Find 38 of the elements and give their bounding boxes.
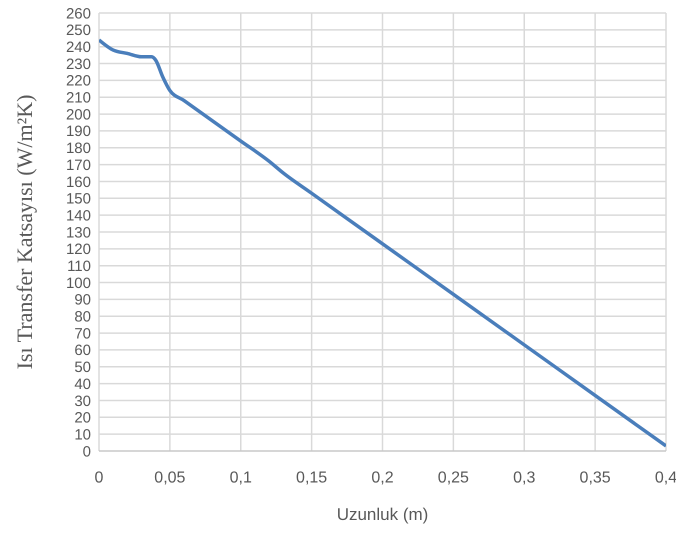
y-tick-label: 110 [67, 258, 91, 276]
y-tick-label: 70 [74, 325, 91, 342]
x-tick-label: 0,1 [230, 469, 252, 486]
y-tick-label: 80 [74, 308, 91, 326]
y-tick-label: 220 [66, 72, 91, 90]
y-tick-label: 60 [74, 342, 91, 360]
y-tick-label: 130 [66, 224, 91, 242]
x-tick-label: 0,35 [580, 469, 611, 486]
x-tick-label: 0,05 [154, 469, 186, 486]
y-tick-label: 50 [74, 359, 91, 376]
x-tick-label: 0,2 [371, 469, 394, 486]
x-tick-label: 0,15 [296, 469, 328, 486]
x-tick-label: 0,3 [513, 469, 536, 486]
y-tick-label: 100 [66, 274, 91, 292]
y-tick-label: 160 [66, 174, 91, 191]
x-tick-label: 0,25 [438, 469, 470, 486]
y-tick-label: 90 [74, 292, 91, 309]
y-tick-label: 0 [82, 443, 91, 460]
x-axis-title: Uzunluk (m) [336, 505, 428, 524]
x-tick-label: 0 [94, 469, 104, 486]
y-tick-label: 250 [66, 22, 91, 40]
y-tick-label: 190 [66, 123, 91, 140]
y-tick-label: 210 [66, 90, 91, 107]
y-tick-label: 20 [74, 410, 91, 427]
y-tick-label: 140 [66, 207, 91, 224]
line-series [99, 38, 666, 448]
y-tick-label: 180 [66, 140, 91, 158]
y-tick-label: 30 [74, 392, 91, 410]
y-tick-label: 200 [66, 106, 91, 124]
y-tick-label: 240 [66, 39, 91, 56]
y-tick-label: 120 [66, 241, 91, 258]
y-tick-label: 260 [66, 5, 91, 22]
y-tick-label: 230 [66, 56, 91, 73]
y-axis-title: Isı Transfer Katsayısı (W/m²K) [12, 94, 37, 370]
y-tick-label: 170 [66, 156, 91, 174]
y-tick-label: 40 [74, 376, 91, 393]
y-tick-label: 150 [66, 190, 91, 208]
y-tick-label: 10 [74, 426, 91, 444]
